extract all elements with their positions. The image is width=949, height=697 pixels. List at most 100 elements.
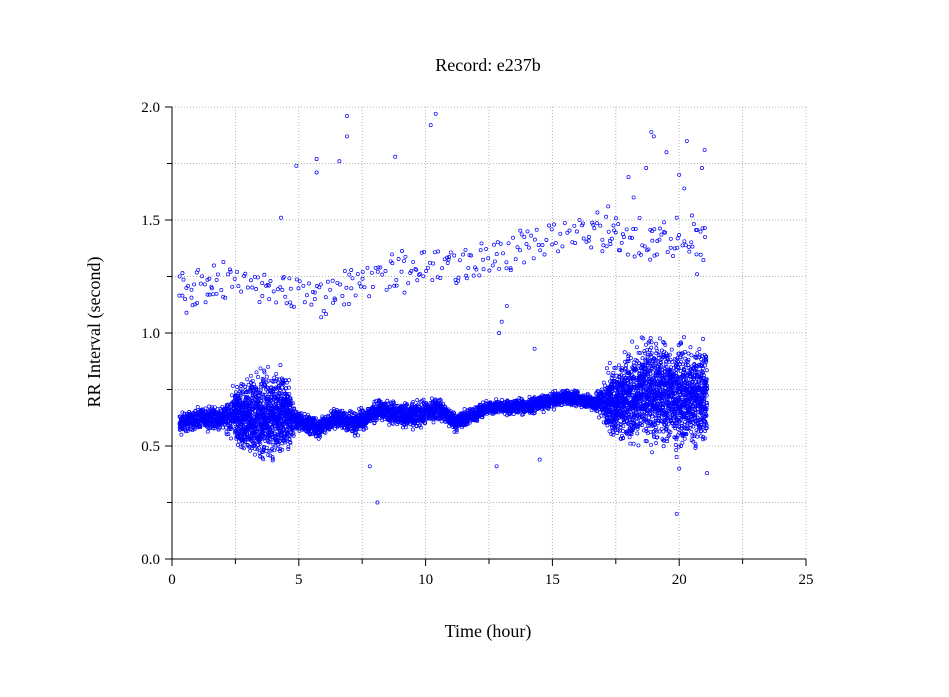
data-point (216, 427, 221, 432)
data-point (244, 390, 249, 395)
data-point (247, 389, 252, 394)
data-point (248, 387, 252, 392)
data-point (278, 382, 283, 387)
data-point (259, 436, 264, 441)
data-point (429, 396, 434, 401)
data-point (401, 404, 406, 409)
data-point (248, 404, 253, 408)
data-point (552, 407, 556, 412)
data-point (180, 427, 185, 432)
data-point (248, 373, 253, 378)
data-point (527, 395, 532, 399)
data-point (287, 391, 292, 396)
data-point (287, 434, 292, 439)
data-point (266, 440, 271, 445)
data-point (287, 396, 292, 401)
data-point (333, 421, 338, 426)
data-point (241, 446, 246, 451)
data-point (264, 445, 269, 450)
data-point (275, 405, 280, 410)
data-point (259, 399, 264, 404)
data-point (257, 446, 261, 451)
data-point (372, 420, 377, 425)
data-point (258, 441, 263, 446)
data-point (405, 404, 410, 409)
data-point (253, 452, 257, 457)
data-point (226, 432, 231, 437)
data-point (260, 377, 265, 381)
data-point (438, 398, 443, 403)
data-point (415, 398, 420, 403)
data-point (249, 446, 254, 451)
data-point (454, 427, 459, 432)
data-point (387, 422, 392, 427)
data-point (266, 453, 271, 458)
data-point (374, 416, 379, 421)
data-point (273, 391, 278, 396)
data-point (240, 391, 245, 396)
data-point (190, 428, 195, 433)
data-point (256, 375, 260, 379)
data-point (257, 396, 262, 401)
data-point (286, 378, 291, 383)
data-point (262, 368, 267, 373)
data-point (280, 385, 285, 390)
data-point (180, 410, 185, 415)
data-point (261, 401, 266, 406)
data-point (303, 417, 307, 422)
data-point (281, 382, 286, 387)
data-point (308, 432, 313, 437)
data-point (179, 432, 184, 437)
data-point (417, 423, 422, 428)
data-point (364, 426, 369, 431)
data-point (238, 395, 243, 400)
data-point (192, 427, 197, 432)
data-point (266, 364, 271, 369)
data-point (374, 417, 379, 422)
data-point (404, 402, 409, 407)
data-point (239, 383, 244, 388)
data-points (177, 111, 710, 516)
data-point (258, 366, 263, 371)
data-point (221, 425, 225, 430)
data-point (357, 406, 361, 411)
data-point (236, 392, 240, 397)
data-point (259, 398, 264, 403)
data-point (228, 427, 233, 431)
data-point (275, 446, 280, 451)
data-point (297, 428, 302, 433)
data-point (267, 391, 272, 396)
data-point (454, 426, 459, 430)
data-point (454, 425, 459, 430)
data-point (313, 416, 318, 421)
data-point (288, 441, 293, 445)
data-point (252, 441, 257, 446)
data-point (238, 444, 243, 449)
data-point (391, 421, 395, 426)
data-point (195, 405, 200, 410)
data-point (261, 378, 266, 382)
data-point (270, 458, 275, 463)
data-point (347, 410, 352, 415)
data-point (229, 424, 234, 429)
data-point (262, 392, 267, 397)
data-point (421, 417, 426, 422)
data-point (198, 425, 203, 430)
data-point (274, 377, 279, 382)
data-point (187, 410, 192, 415)
data-point (254, 387, 259, 392)
data-point (246, 382, 251, 387)
data-point (224, 430, 229, 434)
data-point (271, 456, 275, 461)
data-point (343, 411, 348, 416)
data-point (302, 412, 307, 416)
data-point (292, 406, 297, 411)
data-point (266, 403, 271, 408)
data-point (212, 405, 217, 410)
data-point (249, 434, 254, 439)
data-point (308, 431, 313, 436)
data-point (250, 391, 255, 396)
data-point (264, 449, 269, 454)
data-point (229, 436, 233, 441)
data-point (245, 377, 250, 382)
